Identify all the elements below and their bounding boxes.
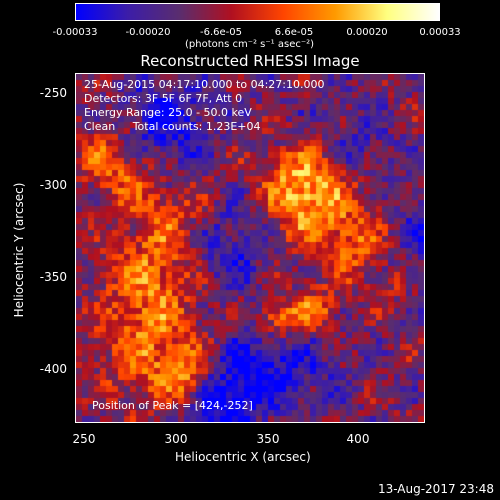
heatmap-image <box>76 74 424 422</box>
colorbar-tick: -0.00033 <box>52 27 98 38</box>
colorbar-tick: -0.00020 <box>125 27 171 38</box>
time-range-text: 25-Aug-2015 04:17:10.000 to 04:27:10.000 <box>84 78 325 91</box>
y-tick-label: -400 <box>39 362 67 376</box>
colorbar-tick: 6.6e-05 <box>274 27 314 38</box>
image-title: Reconstructed RHESSI Image <box>140 52 360 70</box>
timestamp: 13-Aug-2017 23:48 <box>377 482 494 496</box>
colorbar-tick: -6.6e-05 <box>200 27 242 38</box>
x-tick-label: 250 <box>72 432 96 446</box>
y-tick-label: -350 <box>39 270 67 284</box>
y-tick-label: -250 <box>39 86 67 100</box>
peak-position-text: Position of Peak = [424,-252] <box>92 399 253 412</box>
x-tick-label: 300 <box>164 432 188 446</box>
colorbar <box>75 3 440 21</box>
detectors-text: Detectors: 3F 5F 6F 7F, Att 0 <box>84 92 243 105</box>
y-axis-label: Heliocentric Y (arcsec) <box>12 182 26 318</box>
x-axis-label: Heliocentric X (arcsec) <box>175 450 311 464</box>
image-plot <box>75 73 425 423</box>
clean-counts-text: Clean Total counts: 1.23E+04 <box>84 120 261 133</box>
energy-range-text: Energy Range: 25.0 - 50.0 keV <box>84 106 252 119</box>
y-tick-label: -300 <box>39 178 67 192</box>
x-tick-label: 400 <box>346 432 370 446</box>
colorbar-tick: 0.00020 <box>346 27 388 38</box>
colorbar-units: (photons cm⁻² s⁻¹ asec⁻²) <box>185 39 315 50</box>
colorbar-tick: 0.00033 <box>419 27 461 38</box>
x-tick-label: 350 <box>256 432 280 446</box>
